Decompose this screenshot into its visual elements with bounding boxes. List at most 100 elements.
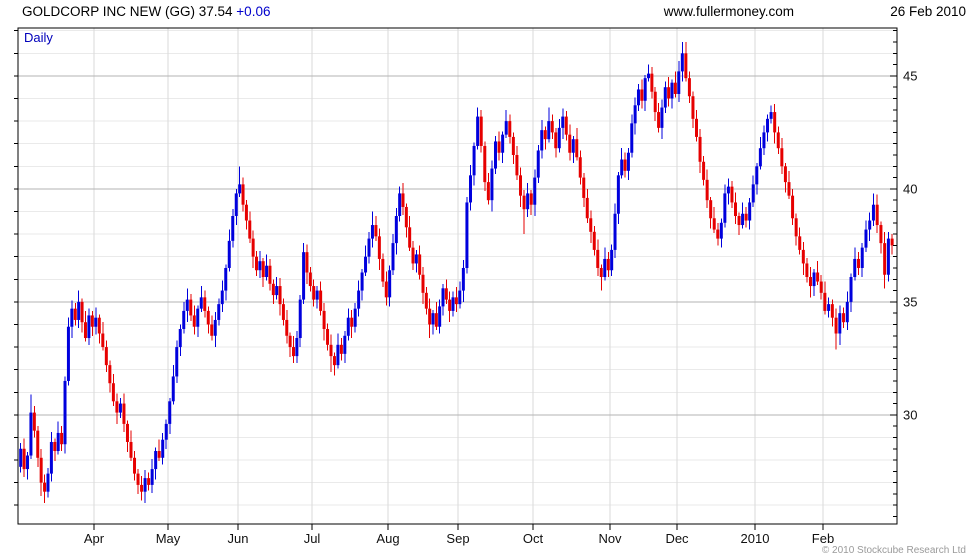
candle-body	[680, 53, 684, 72]
candle-body	[339, 344, 343, 354]
candle-body	[540, 130, 544, 151]
candle-body	[261, 261, 265, 278]
candle-body	[77, 301, 81, 320]
candle-body	[438, 306, 442, 327]
candle-body	[370, 225, 374, 239]
candle-body	[29, 412, 33, 456]
candle-body	[762, 132, 766, 149]
website-link[interactable]: www.fullermoney.com	[663, 4, 794, 19]
candle-body	[298, 299, 302, 339]
candle-body	[441, 288, 445, 307]
x-axis-month-label: Nov	[598, 531, 622, 546]
candle-body	[610, 249, 614, 271]
candle-body	[343, 335, 347, 354]
candle-body	[258, 261, 262, 271]
candle-body	[758, 148, 762, 167]
candle-body	[308, 272, 312, 287]
frequency-label: Daily	[24, 30, 53, 45]
candle-body	[561, 116, 565, 128]
candle-body	[377, 236, 381, 259]
candle-body	[244, 204, 248, 221]
candle-body	[486, 182, 490, 201]
candle-body	[536, 150, 540, 178]
candle-body	[494, 141, 497, 169]
candle-body	[461, 267, 465, 291]
candle-body	[374, 225, 378, 237]
candle-body	[719, 222, 723, 239]
candle-body	[234, 193, 238, 217]
candle-body	[522, 195, 526, 210]
candle-body	[408, 227, 412, 248]
candle-body	[529, 193, 533, 205]
candle-body	[414, 254, 418, 264]
candle-body	[326, 328, 330, 345]
candle-body	[63, 380, 67, 445]
candle-body	[115, 401, 119, 413]
candle-body	[36, 430, 40, 458]
candle-body	[444, 288, 448, 300]
candle-body	[129, 441, 133, 458]
candle-body	[816, 272, 820, 282]
copyright-notice: © 2010 Stockcube Research Ltd	[821, 545, 966, 556]
candle-body	[22, 448, 26, 470]
candle-body	[53, 441, 57, 452]
candle-body	[154, 451, 158, 470]
candle-body	[428, 308, 432, 325]
candle-body	[108, 365, 112, 384]
candle-body	[650, 73, 654, 92]
candle-body	[421, 274, 425, 293]
candle-body	[448, 299, 452, 311]
candle-body	[783, 166, 787, 183]
candle-body	[823, 292, 827, 311]
candle-body	[227, 240, 231, 268]
candle-body	[687, 78, 691, 97]
candle-body	[199, 297, 203, 309]
candle-body	[346, 317, 350, 336]
candle-body	[849, 277, 853, 302]
candle-body	[663, 87, 667, 108]
candle-body	[691, 96, 695, 119]
candle-body	[801, 249, 805, 264]
candle-body	[185, 299, 189, 311]
candle-body	[192, 315, 196, 327]
candle-body	[508, 121, 512, 137]
candle-body	[73, 308, 77, 320]
candle-body	[32, 412, 36, 431]
candle-body	[564, 116, 568, 135]
candle-body	[336, 344, 340, 366]
candle-body	[748, 202, 752, 221]
candle-body	[39, 457, 43, 483]
candle-body	[111, 383, 115, 402]
candle-body	[70, 308, 74, 327]
candle-body	[168, 401, 172, 424]
candle-body	[636, 89, 640, 106]
candle-body	[647, 73, 651, 79]
candle-body	[255, 256, 258, 271]
candle-body	[80, 301, 84, 323]
candle-body	[56, 432, 60, 452]
candle-body	[798, 236, 802, 250]
candle-body	[83, 322, 87, 339]
candle-body	[411, 247, 415, 264]
candle-body	[730, 186, 734, 203]
x-axis-month-label: Oct	[523, 531, 544, 546]
candle-body	[543, 130, 547, 140]
candle-body	[465, 202, 469, 268]
candle-body	[554, 132, 558, 149]
candle-body	[819, 281, 823, 293]
y-axis-label: 30	[903, 407, 917, 422]
candle-body	[787, 182, 791, 196]
candle-body	[49, 441, 53, 474]
candle-body	[875, 204, 879, 226]
candle-body	[883, 243, 887, 275]
candle-body	[886, 238, 890, 275]
candle-body	[268, 265, 272, 284]
candle-body	[224, 267, 228, 291]
candle-body	[667, 87, 671, 99]
candle-body	[203, 297, 207, 311]
candle-body	[834, 317, 838, 334]
x-axis-month-label: May	[156, 531, 181, 546]
candle-body	[275, 286, 279, 296]
candle-body	[705, 179, 709, 201]
